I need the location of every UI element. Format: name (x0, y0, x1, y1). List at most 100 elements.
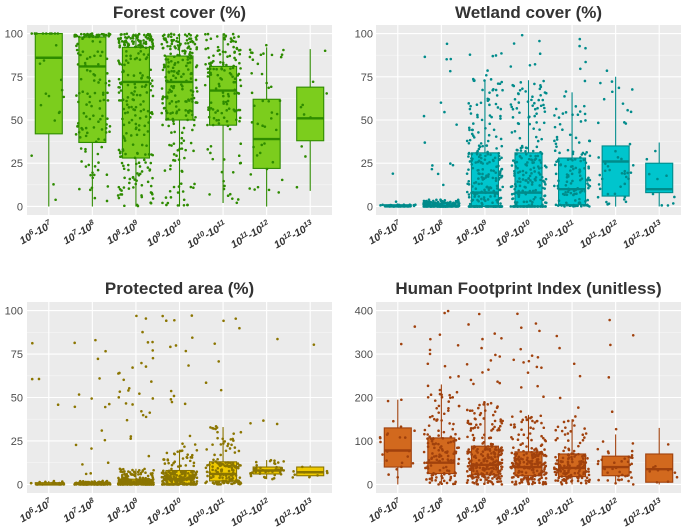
data-point (481, 371, 484, 374)
data-point (174, 344, 178, 347)
data-point (617, 474, 620, 478)
data-point (132, 93, 135, 96)
data-point (539, 84, 542, 87)
data-point (587, 470, 590, 473)
data-point (618, 470, 621, 474)
data-point (169, 167, 172, 171)
data-point (175, 470, 178, 473)
data-point (467, 323, 470, 326)
data-point (486, 403, 490, 406)
data-point (41, 483, 44, 486)
data-point (129, 435, 133, 438)
data-point (229, 37, 233, 40)
data-point (554, 462, 558, 465)
data-point (121, 149, 125, 152)
data-point (222, 102, 225, 105)
x-tick-label: 106-107 (366, 495, 404, 525)
data-point (493, 425, 496, 429)
data-point (211, 468, 214, 472)
data-point (484, 467, 488, 471)
data-point (104, 126, 108, 130)
data-point (144, 46, 148, 50)
data-point (122, 123, 126, 127)
data-point (169, 35, 173, 39)
data-point (207, 56, 211, 59)
data-point (221, 437, 225, 441)
data-point (221, 61, 225, 65)
data-point (212, 59, 215, 63)
data-point (316, 474, 319, 477)
data-point (555, 145, 558, 148)
data-point (171, 483, 175, 486)
data-point (85, 103, 88, 106)
data-point (596, 121, 600, 125)
data-point (142, 53, 146, 56)
data-point (134, 182, 138, 186)
data-point (494, 135, 498, 138)
data-point (583, 112, 587, 116)
data-point (475, 103, 479, 107)
data-point (452, 440, 455, 443)
data-point (512, 84, 516, 88)
data-point (149, 88, 153, 92)
data-point (379, 440, 382, 444)
data-point (438, 468, 442, 472)
data-point (252, 145, 255, 149)
data-point (656, 177, 659, 181)
data-point (440, 393, 443, 397)
data-point (265, 81, 268, 85)
box (383, 427, 412, 468)
data-point (81, 50, 85, 53)
data-point (106, 185, 110, 188)
data-point (448, 478, 452, 482)
data-point (445, 42, 449, 46)
data-point (183, 33, 187, 36)
data-point (512, 42, 516, 45)
data-point (587, 473, 591, 477)
data-point (426, 384, 430, 388)
data-point (139, 49, 143, 53)
data-point (132, 473, 135, 477)
data-point (211, 157, 215, 161)
data-point (494, 176, 498, 180)
data-point (248, 55, 252, 59)
box-group (291, 343, 329, 479)
data-point (513, 187, 516, 191)
data-point (215, 119, 218, 122)
data-point (545, 471, 548, 475)
data-point (487, 467, 491, 471)
data-point (489, 359, 493, 362)
data-point (534, 179, 537, 182)
data-point (264, 470, 267, 474)
data-point (121, 98, 125, 101)
data-point (583, 454, 587, 458)
data-point (473, 464, 477, 467)
data-point (135, 36, 139, 40)
data-point (145, 144, 148, 147)
data-point (443, 311, 446, 315)
data-point (566, 453, 570, 457)
data-point (448, 472, 451, 476)
data-point (521, 473, 524, 477)
data-point (108, 125, 112, 128)
data-point (92, 126, 96, 129)
data-point (183, 483, 187, 486)
data-point (165, 203, 168, 207)
data-point (183, 156, 186, 160)
data-point (587, 139, 591, 143)
data-point (193, 443, 197, 446)
data-point (105, 123, 108, 126)
data-point (527, 359, 531, 363)
data-point (44, 92, 48, 95)
data-point (140, 143, 144, 147)
data-point (555, 135, 559, 139)
data-point (492, 128, 496, 132)
data-point (496, 106, 500, 109)
data-point (184, 114, 188, 117)
data-point (513, 174, 516, 177)
data-point (233, 481, 236, 485)
data-point (553, 125, 557, 129)
data-point (325, 92, 328, 95)
data-point (511, 107, 515, 111)
data-point (142, 41, 146, 45)
